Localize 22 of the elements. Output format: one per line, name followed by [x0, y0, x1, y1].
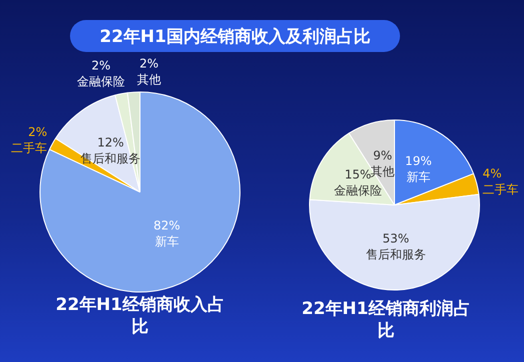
data-label: 15%	[344, 167, 372, 182]
text: 22年H1经销商收入占比	[54, 294, 226, 338]
slice-label: 新车	[154, 234, 179, 248]
text: 22年H1国内经销商收入及利润占比	[70, 20, 400, 52]
data-label: 4%	[482, 166, 502, 180]
slice-label: 二手车	[11, 141, 48, 156]
data-label: 19%	[405, 154, 432, 168]
slice-label: 其他	[370, 164, 395, 178]
data-label: 2%	[139, 56, 159, 70]
text: 22年H1经销商利润占比	[300, 298, 472, 342]
data-label: 9%	[373, 148, 392, 162]
data-label: 12%	[97, 136, 124, 150]
slice-label: 其他	[136, 72, 161, 86]
data-label: 2%	[91, 58, 111, 72]
slice-label: 新车	[406, 170, 430, 184]
slice-label: 售后和服务	[366, 248, 426, 262]
data-label: 82%	[153, 218, 180, 232]
data-label: 2%	[28, 125, 48, 140]
slice-label: 金融保险	[334, 183, 382, 198]
data-label: 53%	[382, 232, 410, 246]
slice-label: 二手车	[482, 182, 519, 196]
slice-label: 金融保险	[76, 74, 125, 88]
